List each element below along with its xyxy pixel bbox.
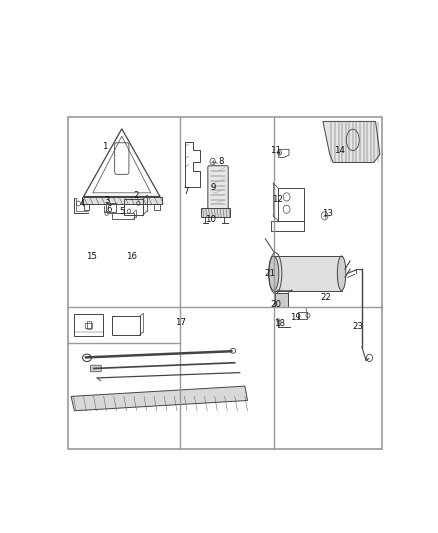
Bar <box>74 314 103 336</box>
Text: 6: 6 <box>106 205 112 214</box>
Bar <box>106 204 116 212</box>
Text: 19: 19 <box>290 313 301 322</box>
Text: 1: 1 <box>102 142 108 150</box>
Bar <box>201 208 230 217</box>
Ellipse shape <box>268 256 279 290</box>
Text: 23: 23 <box>353 322 364 331</box>
Bar <box>112 317 140 335</box>
Text: 8: 8 <box>218 157 224 166</box>
Bar <box>271 221 304 231</box>
Bar <box>298 312 307 319</box>
Text: 13: 13 <box>322 209 333 218</box>
FancyBboxPatch shape <box>208 166 228 210</box>
Text: 15: 15 <box>85 252 96 261</box>
Bar <box>84 204 89 210</box>
Text: 5: 5 <box>120 207 125 216</box>
Text: 7: 7 <box>184 187 189 196</box>
Polygon shape <box>71 386 247 411</box>
Text: 9: 9 <box>211 183 216 191</box>
Text: 20: 20 <box>270 300 281 309</box>
Bar <box>124 199 143 215</box>
Text: 10: 10 <box>205 215 216 224</box>
Polygon shape <box>323 122 380 163</box>
Text: 2: 2 <box>134 191 139 200</box>
Bar <box>87 321 91 329</box>
Bar <box>68 117 381 449</box>
Ellipse shape <box>337 256 346 290</box>
FancyBboxPatch shape <box>274 256 342 290</box>
Text: 12: 12 <box>272 195 283 204</box>
Text: 11: 11 <box>270 146 281 155</box>
Text: 17: 17 <box>175 318 186 327</box>
Text: 18: 18 <box>274 319 285 328</box>
Text: 4: 4 <box>80 199 85 208</box>
FancyBboxPatch shape <box>90 365 101 372</box>
Text: 3: 3 <box>105 196 110 205</box>
Bar <box>275 293 288 307</box>
Text: 22: 22 <box>320 293 331 302</box>
Bar <box>85 322 92 328</box>
Bar <box>113 213 134 219</box>
Text: 14: 14 <box>334 146 346 155</box>
Text: 16: 16 <box>126 252 137 261</box>
Bar <box>154 204 159 210</box>
Bar <box>82 197 162 204</box>
Text: 21: 21 <box>265 269 276 278</box>
Bar <box>278 188 304 221</box>
